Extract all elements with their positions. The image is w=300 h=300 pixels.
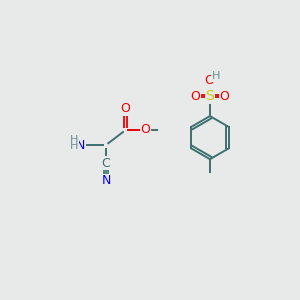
Text: S: S	[206, 89, 214, 103]
Text: O: O	[140, 123, 150, 136]
Text: H: H	[70, 141, 79, 151]
Text: O: O	[204, 74, 214, 87]
Text: O: O	[190, 90, 200, 103]
Text: N: N	[101, 174, 111, 187]
Text: N: N	[76, 139, 85, 152]
Text: C: C	[102, 157, 110, 169]
Text: H: H	[212, 71, 220, 81]
Text: H: H	[70, 135, 79, 145]
Text: O: O	[220, 90, 230, 103]
Text: O: O	[120, 102, 130, 115]
